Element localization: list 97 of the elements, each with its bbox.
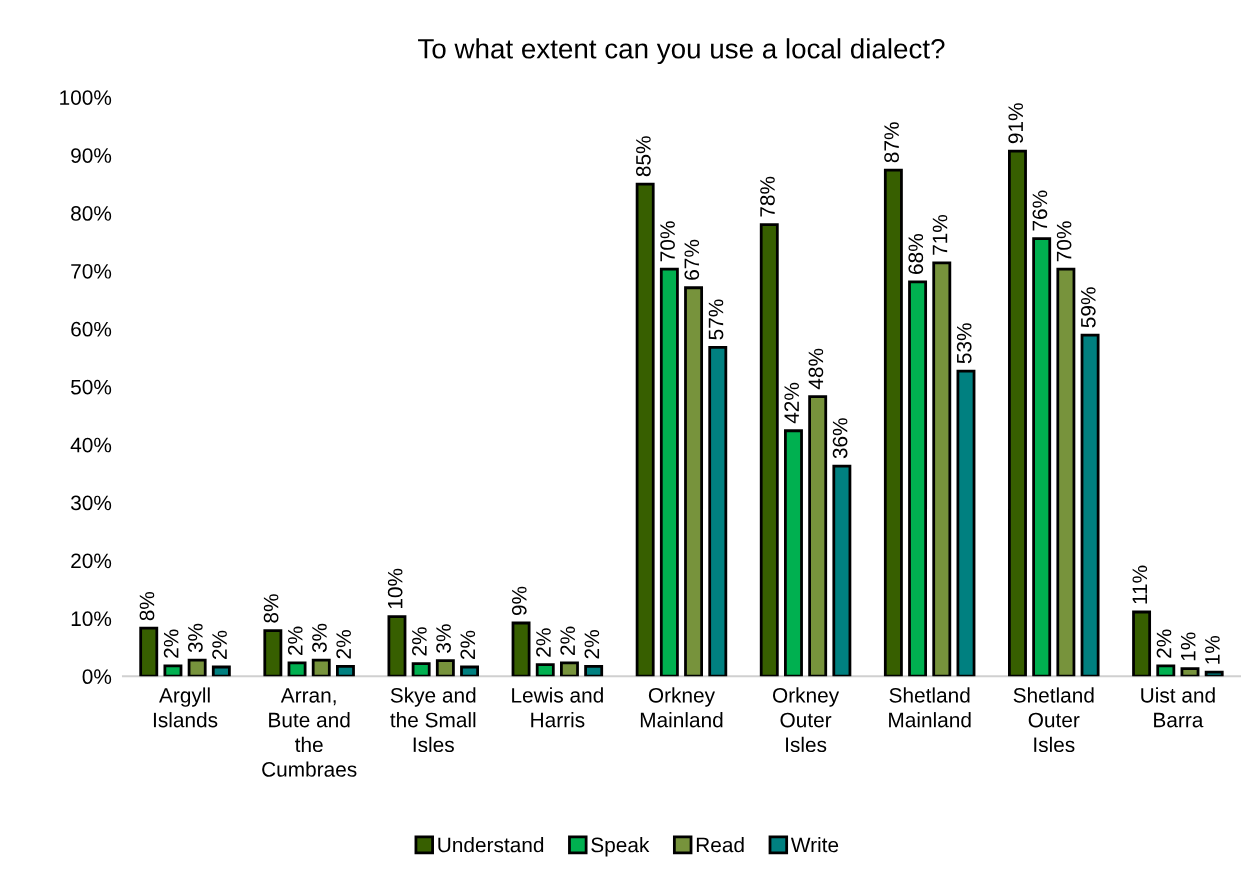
y-tick-label: 60% (71, 321, 112, 337)
bar (883, 168, 903, 677)
data-label: 2% (336, 630, 351, 659)
y-tick-label: 50% (71, 379, 112, 395)
y-tick-label: 30% (70, 495, 112, 511)
bar (435, 659, 455, 677)
data-label: 2% (287, 626, 303, 655)
data-label: 36% (832, 418, 848, 459)
data-label: 2% (536, 628, 551, 657)
bar (584, 665, 604, 677)
legend-label: Speak (591, 836, 650, 857)
bar (808, 395, 828, 677)
x-tick-label: Orkney Outer Isles (772, 687, 840, 753)
x-tick-label: Argyll Islands (153, 687, 218, 728)
bar (460, 665, 480, 677)
data-label: 3% (436, 624, 451, 653)
bar (535, 663, 555, 677)
bar (1056, 267, 1076, 677)
bar (684, 286, 704, 677)
bar (411, 662, 431, 677)
bar (1080, 333, 1100, 677)
bar (1132, 610, 1152, 677)
bar (635, 182, 655, 677)
data-label: 2% (163, 629, 179, 658)
x-tick-label: Lewis and Harris (512, 687, 603, 728)
bar (1204, 670, 1224, 677)
data-label: 8% (263, 594, 279, 623)
y-tick-label: 10% (71, 611, 112, 627)
data-label: 10% (387, 568, 403, 609)
data-label: 2% (460, 630, 476, 659)
data-label: 71% (932, 214, 948, 255)
data-label: 78% (760, 176, 775, 217)
bar (1180, 667, 1200, 677)
data-label: 70% (1056, 221, 1072, 262)
bar (311, 658, 331, 677)
bar (1032, 237, 1052, 677)
x-tick-label: Arran, Bute and the Cumbraes (262, 688, 357, 777)
data-label: 59% (1080, 287, 1096, 328)
bar (932, 261, 952, 677)
bar (139, 626, 159, 677)
data-label: 2% (584, 630, 600, 659)
bar (832, 464, 852, 677)
bar (511, 621, 531, 677)
bar (956, 369, 976, 677)
legend-label: Read (696, 836, 744, 853)
bar (908, 280, 928, 677)
x-tick-label: Skye and the Small Isles (390, 687, 476, 753)
y-tick-label: 40% (70, 437, 112, 453)
bar (211, 665, 231, 677)
data-label: 3% (187, 623, 203, 653)
bar (263, 629, 283, 677)
legend-label: Understand (438, 836, 544, 853)
bar (1156, 664, 1176, 677)
x-tick-label: Orkney Mainland (640, 687, 723, 728)
x-tick-label: Uist and Barra (1141, 687, 1215, 728)
chart-title: To what extent can you use a local dialect? (418, 38, 945, 65)
data-label: 87% (884, 122, 899, 163)
data-label: 1% (1180, 632, 1196, 661)
data-label: 76% (1032, 190, 1048, 231)
bar (784, 429, 803, 677)
y-tick-label: 100% (60, 90, 112, 105)
data-label: 48% (808, 348, 824, 390)
data-label: 8% (139, 591, 155, 621)
y-tick-label: 20% (71, 553, 112, 569)
data-label: 85% (636, 136, 651, 177)
bar (560, 661, 579, 677)
data-label: 3% (312, 623, 327, 653)
y-tick-label: 90% (71, 148, 112, 163)
legend-label: Write (790, 836, 839, 853)
data-label: 2% (560, 626, 575, 655)
bar (759, 223, 779, 677)
data-label: 2% (1156, 629, 1172, 658)
data-label: 91% (1008, 103, 1024, 144)
y-tick-label: 80% (71, 206, 112, 221)
data-label: 67% (684, 239, 700, 280)
data-label: 70% (660, 221, 675, 262)
data-label: 11% (1132, 565, 1148, 604)
data-label: 42% (784, 382, 799, 424)
data-label: 68% (908, 234, 924, 274)
bar (387, 615, 407, 677)
bar (659, 267, 679, 677)
data-label: 2% (212, 630, 227, 659)
y-tick-label: 70% (71, 263, 112, 279)
bar (287, 661, 307, 677)
y-tick-label: 0% (82, 669, 112, 685)
bar (163, 664, 183, 677)
data-label: 1% (1205, 635, 1220, 664)
data-label: 9% (511, 586, 527, 616)
bar (708, 345, 728, 677)
data-label: 53% (956, 323, 972, 364)
x-tick-label: Shetland Outer Isles (1013, 687, 1094, 753)
data-label: 57% (708, 299, 724, 340)
bar (1008, 149, 1027, 677)
bar (187, 658, 207, 677)
data-label: 2% (411, 627, 427, 656)
bar (335, 665, 355, 677)
x-tick-label: Shetland Mainland (889, 687, 971, 728)
